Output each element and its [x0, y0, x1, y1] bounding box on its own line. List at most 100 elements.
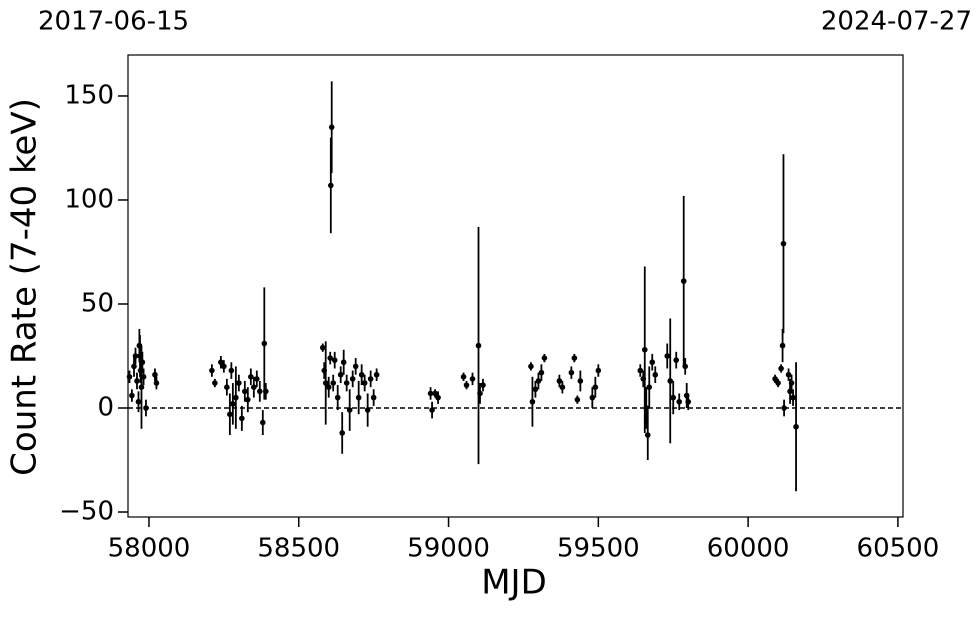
data-point: [793, 423, 799, 430]
data-point: [349, 376, 356, 382]
data-point: [139, 359, 146, 366]
data-point: [328, 124, 335, 130]
data-point: [212, 380, 218, 386]
data-point: [595, 367, 602, 374]
data-point: [254, 376, 260, 382]
data-point: [251, 384, 257, 390]
data-point: [239, 415, 245, 422]
data-point: [790, 394, 796, 401]
x-tick-label: 60500: [857, 534, 940, 564]
data-point: [463, 382, 470, 388]
data-point: [529, 398, 536, 405]
x-tick-label: 60000: [707, 534, 790, 564]
data-point: [528, 363, 534, 370]
x-tick-label: 59500: [557, 534, 640, 564]
data-point: [637, 367, 644, 374]
data-point: [221, 363, 227, 370]
data-point: [233, 394, 239, 401]
x-tick-label: 59000: [407, 534, 490, 564]
data-point: [592, 384, 599, 390]
data-point: [152, 371, 158, 378]
data-point: [209, 367, 215, 374]
data-point: [589, 394, 596, 401]
data-point: [556, 378, 563, 384]
data-point: [242, 388, 248, 395]
data-point: [568, 369, 575, 376]
data-point: [664, 353, 671, 359]
data-point: [778, 365, 784, 372]
top-left-label: 2017-06-15: [38, 7, 189, 37]
data-point: [775, 380, 781, 386]
data-point: [361, 380, 368, 386]
data-point: [559, 384, 566, 390]
y-axis-label: Count Rate (7-40 keV): [5, 98, 45, 476]
data-point: [337, 371, 344, 378]
data-point: [788, 380, 795, 386]
data-point: [355, 394, 362, 401]
x-axis-label: MJD: [481, 563, 547, 603]
data-point: [230, 401, 236, 407]
data-point: [140, 373, 147, 380]
y-tick-label: 50: [81, 288, 114, 318]
data-point: [367, 376, 374, 382]
data-point: [644, 432, 651, 438]
data-point: [328, 182, 334, 189]
data-point: [364, 407, 371, 413]
data-point: [667, 378, 674, 384]
data-point: [339, 430, 345, 436]
data-point: [322, 380, 329, 386]
x-tick-label: 58000: [108, 534, 191, 564]
data-point: [781, 405, 787, 411]
data-point: [641, 346, 648, 353]
data-point: [643, 405, 650, 411]
data-point: [143, 405, 149, 411]
data-point: [134, 378, 140, 384]
data-point: [218, 359, 224, 366]
data-point: [652, 371, 659, 378]
x-tick-label: 58500: [257, 534, 340, 564]
data-point: [670, 394, 677, 401]
data-point: [779, 342, 786, 349]
data-point: [319, 344, 326, 351]
data-point: [228, 367, 235, 374]
data-point: [574, 396, 581, 403]
data-point: [131, 363, 137, 370]
data-point: [325, 384, 332, 390]
y-tick-label: 0: [97, 393, 114, 423]
data-point: [538, 369, 545, 376]
data-point: [263, 388, 269, 395]
plot-frame: [127, 54, 904, 518]
data-point: [649, 359, 656, 366]
data-point: [432, 390, 438, 397]
data-point: [352, 363, 359, 370]
data-point: [245, 396, 251, 403]
data-point: [435, 394, 441, 401]
data-point: [358, 371, 365, 378]
data-point: [224, 384, 230, 390]
data-point: [646, 384, 653, 390]
data-point: [257, 388, 263, 395]
data-point: [343, 380, 350, 386]
data-point: [429, 407, 435, 413]
data-point: [153, 380, 160, 386]
data-point: [475, 342, 482, 349]
data-point: [685, 398, 692, 405]
data-point: [772, 376, 778, 382]
data-point: [132, 353, 139, 359]
data-point: [346, 407, 353, 413]
data-point: [577, 378, 584, 384]
data-point: [571, 355, 578, 361]
data-point: [327, 355, 334, 361]
y-tick-label: 100: [64, 184, 114, 214]
data-point: [532, 386, 539, 393]
data-point: [460, 373, 467, 380]
data-point: [676, 398, 683, 405]
data-point: [785, 371, 792, 378]
data-point: [330, 380, 337, 386]
data-point: [135, 398, 142, 405]
data-point: [477, 390, 483, 397]
data-point: [682, 363, 689, 370]
y-tick-label: −50: [59, 497, 114, 527]
